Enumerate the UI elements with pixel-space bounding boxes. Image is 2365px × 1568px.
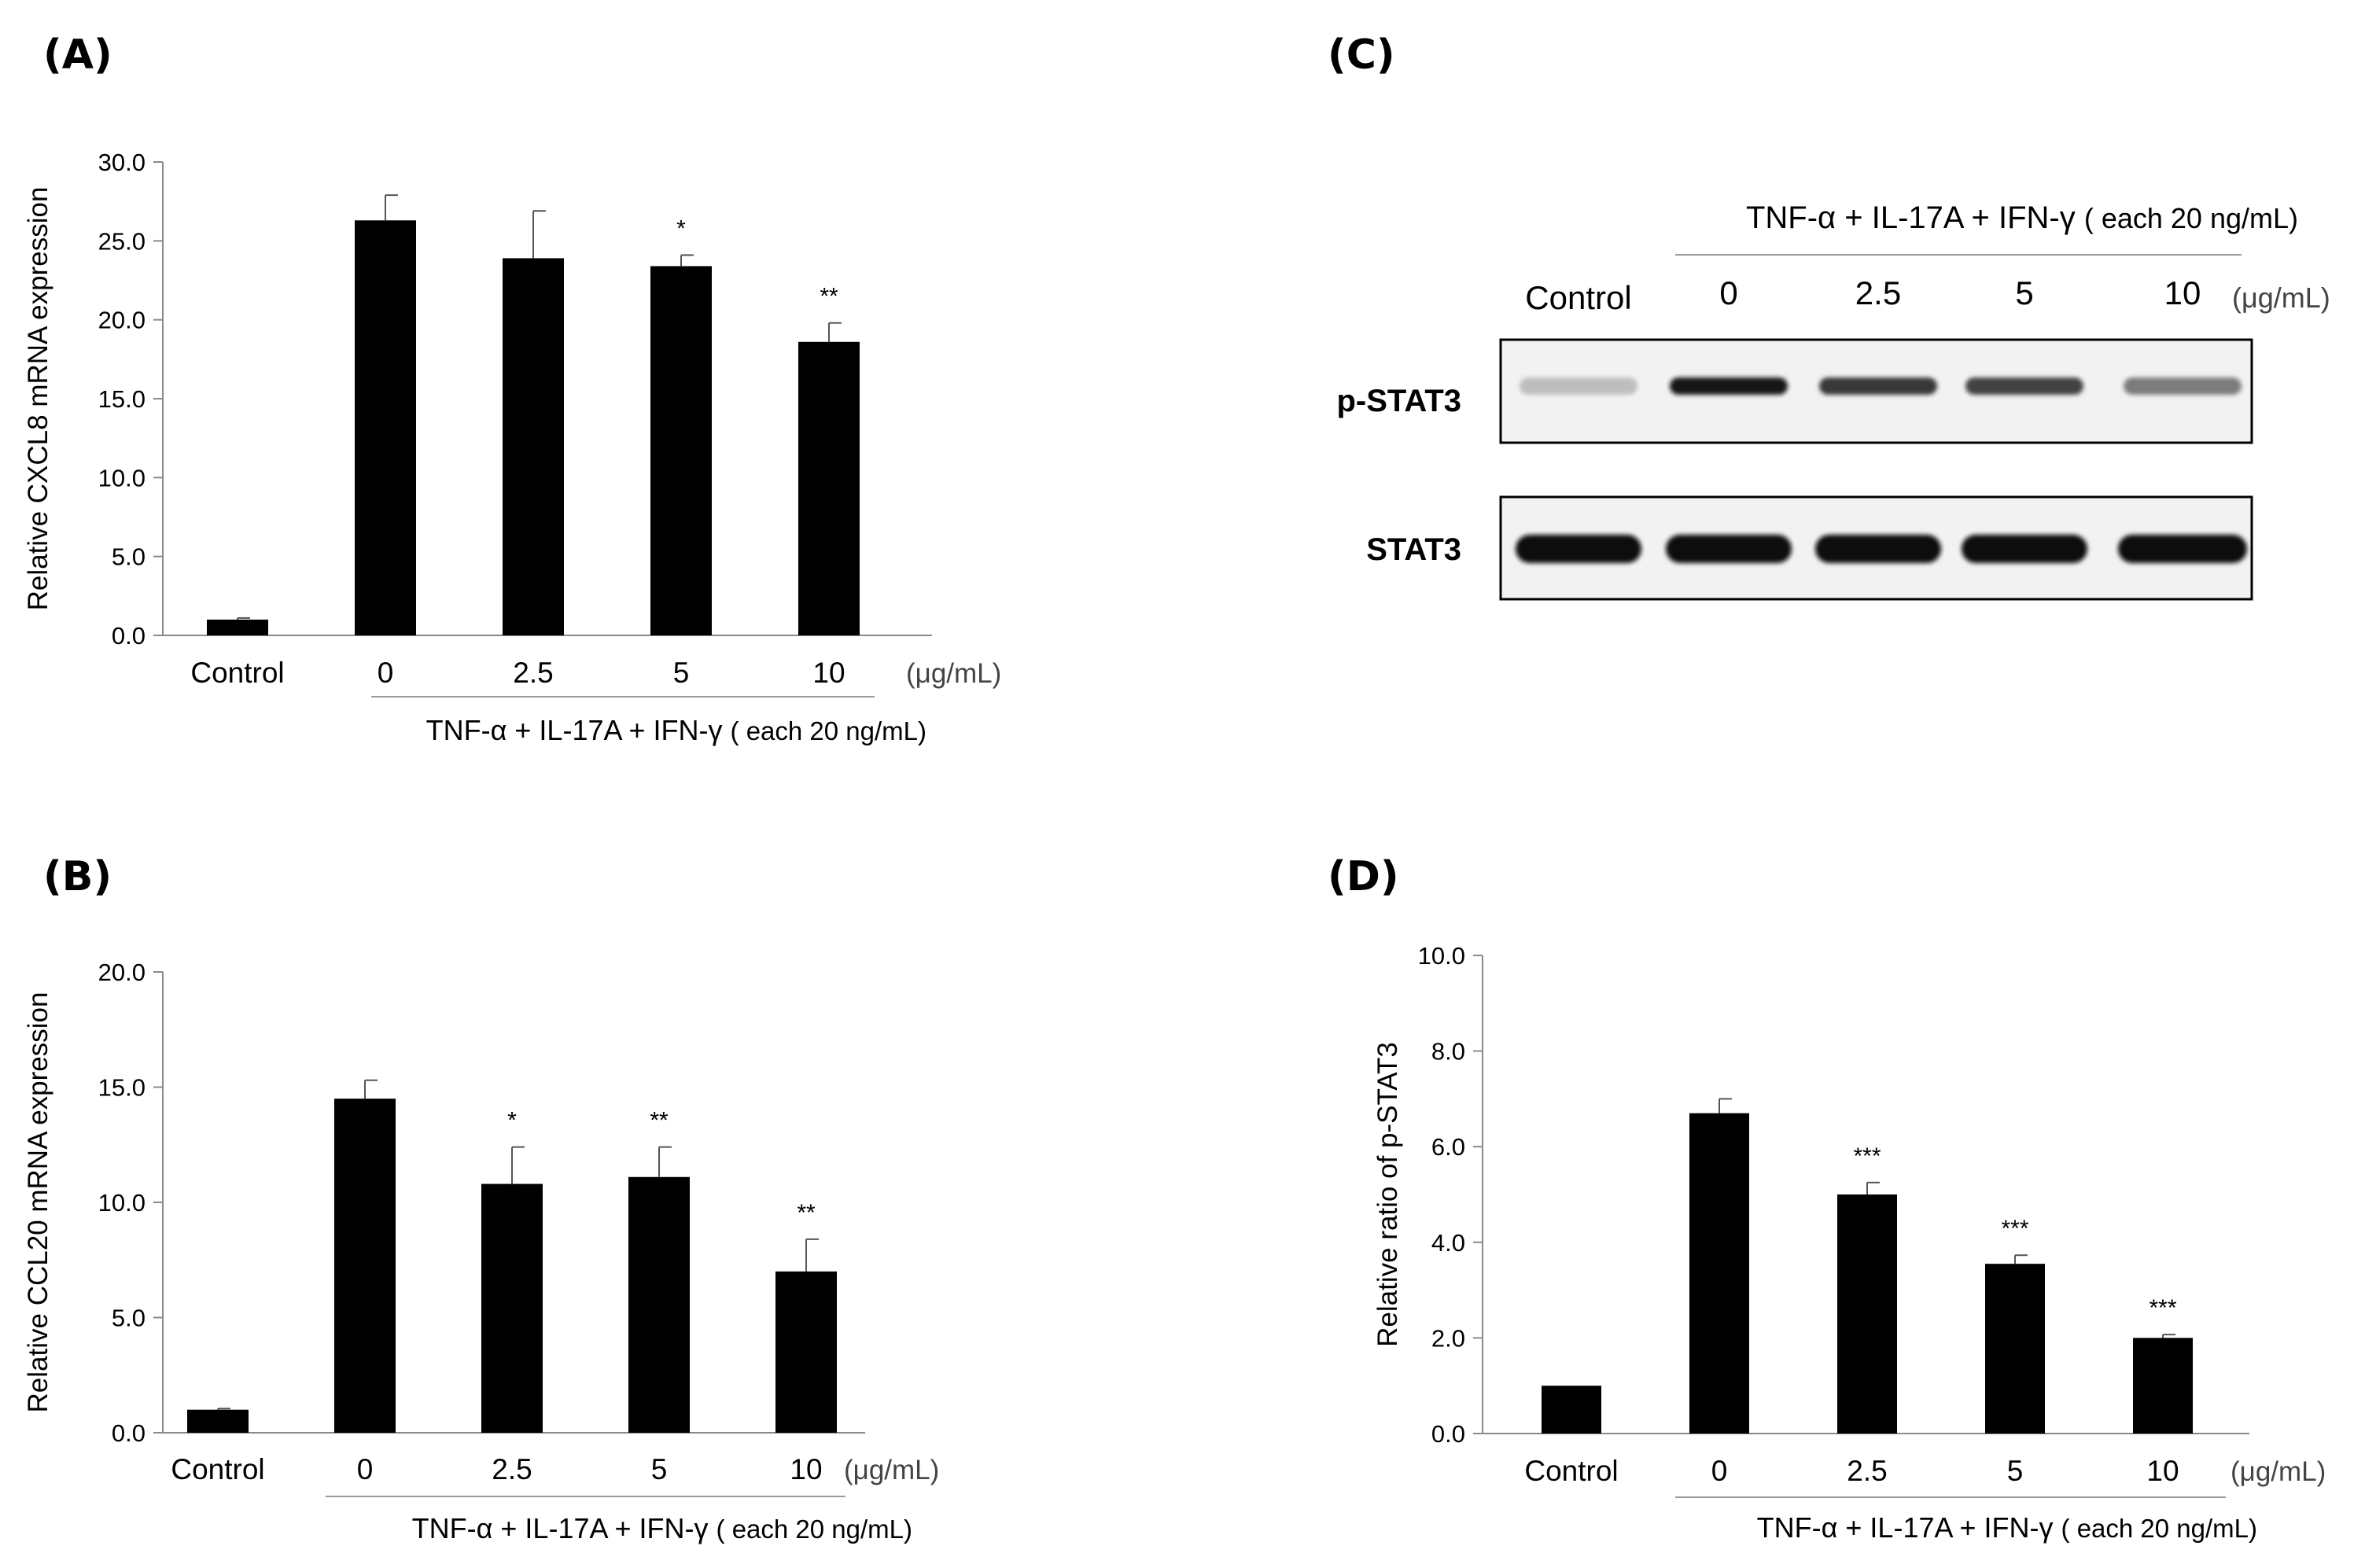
- chart-b-significance-mark: **: [650, 1108, 669, 1134]
- chart-b-category-label: 5: [651, 1453, 668, 1485]
- blot-lane-label: Control: [1525, 279, 1631, 316]
- chart-a-y-tick-label: 30.0: [98, 149, 146, 176]
- chart-d-category-label: 10: [2146, 1455, 2179, 1487]
- chart-a-bar: [355, 220, 416, 635]
- chart-d-significance-mark: ***: [2001, 1216, 2028, 1242]
- chart-d-y-tick-label: 4.0: [1431, 1229, 1465, 1257]
- chart-d-significance-mark: ***: [1853, 1143, 1881, 1169]
- chart-a-category-label: 5: [673, 657, 690, 689]
- chart-a-y-tick-label: 15.0: [98, 385, 146, 413]
- chart-a-y-axis-label: Relative CXCL8 mRNA expression: [23, 187, 53, 611]
- chart-d-bar: [1542, 1386, 1601, 1434]
- blot-band: [2118, 535, 2247, 563]
- chart-b-significance-mark: **: [797, 1200, 816, 1226]
- chart-d-category-label: 2.5: [1847, 1455, 1887, 1487]
- blot-lane-label: 2.5: [1855, 274, 1901, 311]
- chart-a-y-tick-label: 20.0: [98, 307, 146, 334]
- panel-label-b: (B): [43, 853, 112, 900]
- chart-b-y-axis-label: Relative CCL20 mRNA expression: [23, 992, 53, 1413]
- chart-a-category-label: 2.5: [513, 657, 553, 689]
- chart-a-y-tick-label: 10.0: [98, 464, 146, 491]
- chart-b-category-label: 0: [357, 1453, 374, 1485]
- chart-a-bar: [650, 266, 712, 635]
- chart-d-bar: [1837, 1194, 1897, 1434]
- blot-band: [1962, 535, 2087, 563]
- chart-d-y-tick-label: 10.0: [1418, 942, 1465, 970]
- chart-d-y-tick-label: 6.0: [1431, 1133, 1465, 1161]
- chart-b-category-label: Control: [171, 1453, 264, 1485]
- chart-d-treatment-label: TNF-α + IL-17A + IFN-γ ( each 20 ng/mL): [1757, 1511, 2257, 1544]
- chart-b-bar: [775, 1271, 837, 1433]
- blot-band: [1516, 535, 1641, 563]
- chart-b-y-tick-label: 0.0: [112, 1419, 146, 1447]
- chart-d-category-label: 0: [1711, 1455, 1728, 1487]
- chart-b-y-tick-label: 10.0: [98, 1189, 146, 1216]
- chart-d-y-tick-label: 8.0: [1431, 1038, 1465, 1066]
- chart-b-treatment-label: TNF-α + IL-17A + IFN-γ ( each 20 ng/mL): [412, 1512, 912, 1544]
- blot-unit-label: (μg/mL): [2232, 282, 2330, 314]
- chart-b-treatment-name: TNF-α + IL-17A + IFN-γ: [412, 1512, 716, 1544]
- chart-b-bar: [628, 1176, 690, 1433]
- chart-a-treatment-label: TNF-α + IL-17A + IFN-γ ( each 20 ng/mL): [426, 714, 926, 746]
- blot-row-label: p-STAT3: [1337, 384, 1462, 418]
- chart-a-category-label: 0: [378, 657, 394, 689]
- blot-treatment-name: TNF-α + IL-17A + IFN-γ: [1746, 201, 2084, 235]
- chart-a-significance-mark: *: [676, 215, 686, 241]
- panel-label-c: (C): [1328, 31, 1395, 79]
- blot-treatment-label: TNF-α + IL-17A + IFN-γ ( each 20 ng/mL): [1746, 201, 2298, 235]
- chart-b-bar: [481, 1183, 543, 1433]
- blot-band: [1819, 377, 1937, 395]
- chart-d-bar: [1985, 1264, 2045, 1434]
- chart-b-bar: [187, 1409, 249, 1433]
- chart-d-category-label: 5: [2007, 1455, 2024, 1487]
- chart-a-treatment-name: TNF-α + IL-17A + IFN-γ: [426, 714, 731, 746]
- chart-b-significance-mark: *: [507, 1108, 517, 1134]
- chart-a-bar: [503, 258, 564, 635]
- blot-band: [1965, 377, 2083, 395]
- blot-band: [1666, 535, 1792, 563]
- blot-row-label: STAT3: [1366, 532, 1461, 567]
- panel-label-d: (D): [1328, 853, 1399, 900]
- chart-d-bar: [1689, 1113, 1749, 1434]
- chart-d-category-label: Control: [1524, 1455, 1618, 1487]
- blot-lane-label: 5: [2015, 274, 2033, 311]
- blot-lane-label: 10: [2164, 274, 2201, 311]
- panel-label-a: (A): [43, 31, 112, 79]
- chart-d-treatment-note: ( each 20 ng/mL): [2061, 1514, 2257, 1543]
- chart-b-y-tick-label: 5.0: [112, 1305, 146, 1332]
- chart-a-y-tick-label: 25.0: [98, 227, 146, 255]
- chart-d-y-axis-label: Relative ratio of p-STAT3: [1372, 1042, 1403, 1347]
- chart-d-unit-label: (μg/mL): [2231, 1456, 2326, 1487]
- chart-a-treatment-note: ( each 20 ng/mL): [731, 716, 926, 745]
- chart-a-category-label: 10: [812, 657, 845, 689]
- chart-a-significance-mark: **: [820, 284, 838, 310]
- chart-a-unit-label: (μg/mL): [906, 658, 1001, 689]
- blot-band: [1815, 535, 1941, 563]
- chart-b-unit-label: (μg/mL): [844, 1455, 939, 1485]
- blot-band: [1520, 377, 1637, 395]
- chart-b-treatment-note: ( each 20 ng/mL): [716, 1515, 912, 1544]
- chart-a-y-tick-label: 0.0: [112, 622, 146, 650]
- chart-b-y-tick-label: 15.0: [98, 1074, 146, 1102]
- chart-d-bar: [2133, 1338, 2193, 1434]
- chart-b-y-tick-label: 20.0: [98, 959, 146, 986]
- chart-d-y-tick-label: 0.0: [1431, 1420, 1465, 1448]
- blot-band: [2124, 377, 2242, 395]
- chart-a-bar: [207, 619, 268, 635]
- chart-d-treatment-name: TNF-α + IL-17A + IFN-γ: [1757, 1511, 2061, 1544]
- chart-b-category-label: 10: [790, 1453, 822, 1485]
- chart-a-bar: [798, 341, 860, 635]
- blot-band: [1670, 377, 1788, 395]
- blot-treatment-note: ( each 20 ng/mL): [2084, 202, 2298, 234]
- chart-a-y-tick-label: 5.0: [112, 543, 146, 571]
- chart-a-category-label: Control: [190, 657, 284, 689]
- chart-d-y-tick-label: 2.0: [1431, 1324, 1465, 1352]
- chart-b-bar: [334, 1099, 396, 1433]
- chart-d-significance-mark: ***: [2149, 1295, 2176, 1321]
- chart-b-category-label: 2.5: [492, 1453, 532, 1485]
- blot-lane-label: 0: [1719, 274, 1737, 311]
